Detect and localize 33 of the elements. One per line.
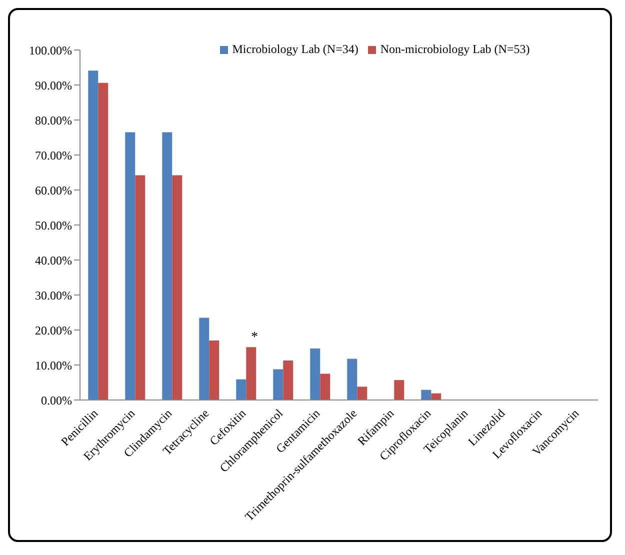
bar (199, 318, 210, 400)
bar (125, 132, 136, 400)
bar (162, 132, 172, 400)
bar (209, 340, 220, 400)
y-tick-label: 20.00% (35, 323, 72, 338)
bar (172, 175, 182, 400)
bar (98, 82, 108, 400)
y-tick-label: 70.00% (35, 148, 72, 162)
y-tick-label: 90.00% (35, 78, 72, 92)
bar (283, 360, 294, 400)
y-tick-label: 60.00% (35, 183, 72, 198)
bar (236, 379, 246, 400)
legend-label: Microbiology Lab (N=34) (232, 42, 358, 56)
bar (394, 380, 404, 400)
bar (431, 393, 442, 400)
y-tick-label: 50.00% (35, 218, 72, 232)
bar (421, 390, 432, 400)
legend-label: Non-microbiology Lab (N=53) (380, 42, 530, 56)
y-tick-label: 0.00% (41, 393, 72, 408)
y-tick-label: 10.00% (35, 358, 72, 372)
bar (347, 358, 358, 400)
bar (88, 70, 98, 400)
annotation: * (251, 330, 258, 346)
y-tick-label: 100.00% (29, 43, 72, 58)
y-tick-label: 80.00% (35, 113, 72, 128)
bar (310, 348, 320, 400)
bar (320, 374, 330, 400)
y-tick-label: 30.00% (35, 288, 72, 302)
bar (357, 386, 368, 400)
bar (135, 175, 146, 400)
bar (246, 347, 256, 400)
bar (273, 369, 284, 400)
y-tick-label: 40.00% (35, 253, 72, 268)
